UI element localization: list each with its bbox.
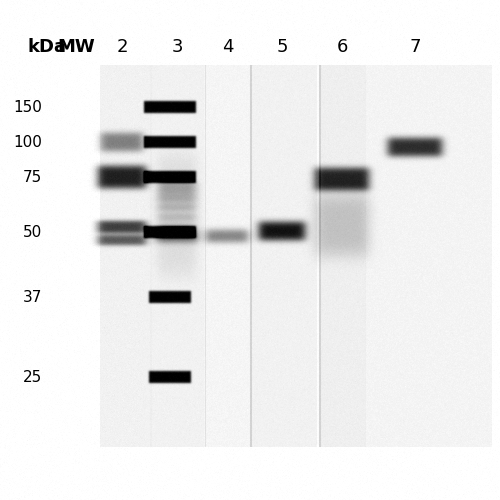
Text: 37: 37 <box>23 290 42 305</box>
Text: 6: 6 <box>337 38 348 56</box>
Text: 50: 50 <box>23 225 42 240</box>
Text: 2: 2 <box>117 38 128 56</box>
Text: 150: 150 <box>14 100 42 115</box>
Text: 25: 25 <box>23 370 42 385</box>
Text: 3: 3 <box>172 38 183 56</box>
Text: 5: 5 <box>277 38 288 56</box>
Text: 100: 100 <box>14 135 42 150</box>
Text: 75: 75 <box>23 170 42 185</box>
Text: MW: MW <box>58 38 95 56</box>
Text: kDa: kDa <box>28 38 66 56</box>
Text: 7: 7 <box>409 38 421 56</box>
Text: 4: 4 <box>222 38 233 56</box>
